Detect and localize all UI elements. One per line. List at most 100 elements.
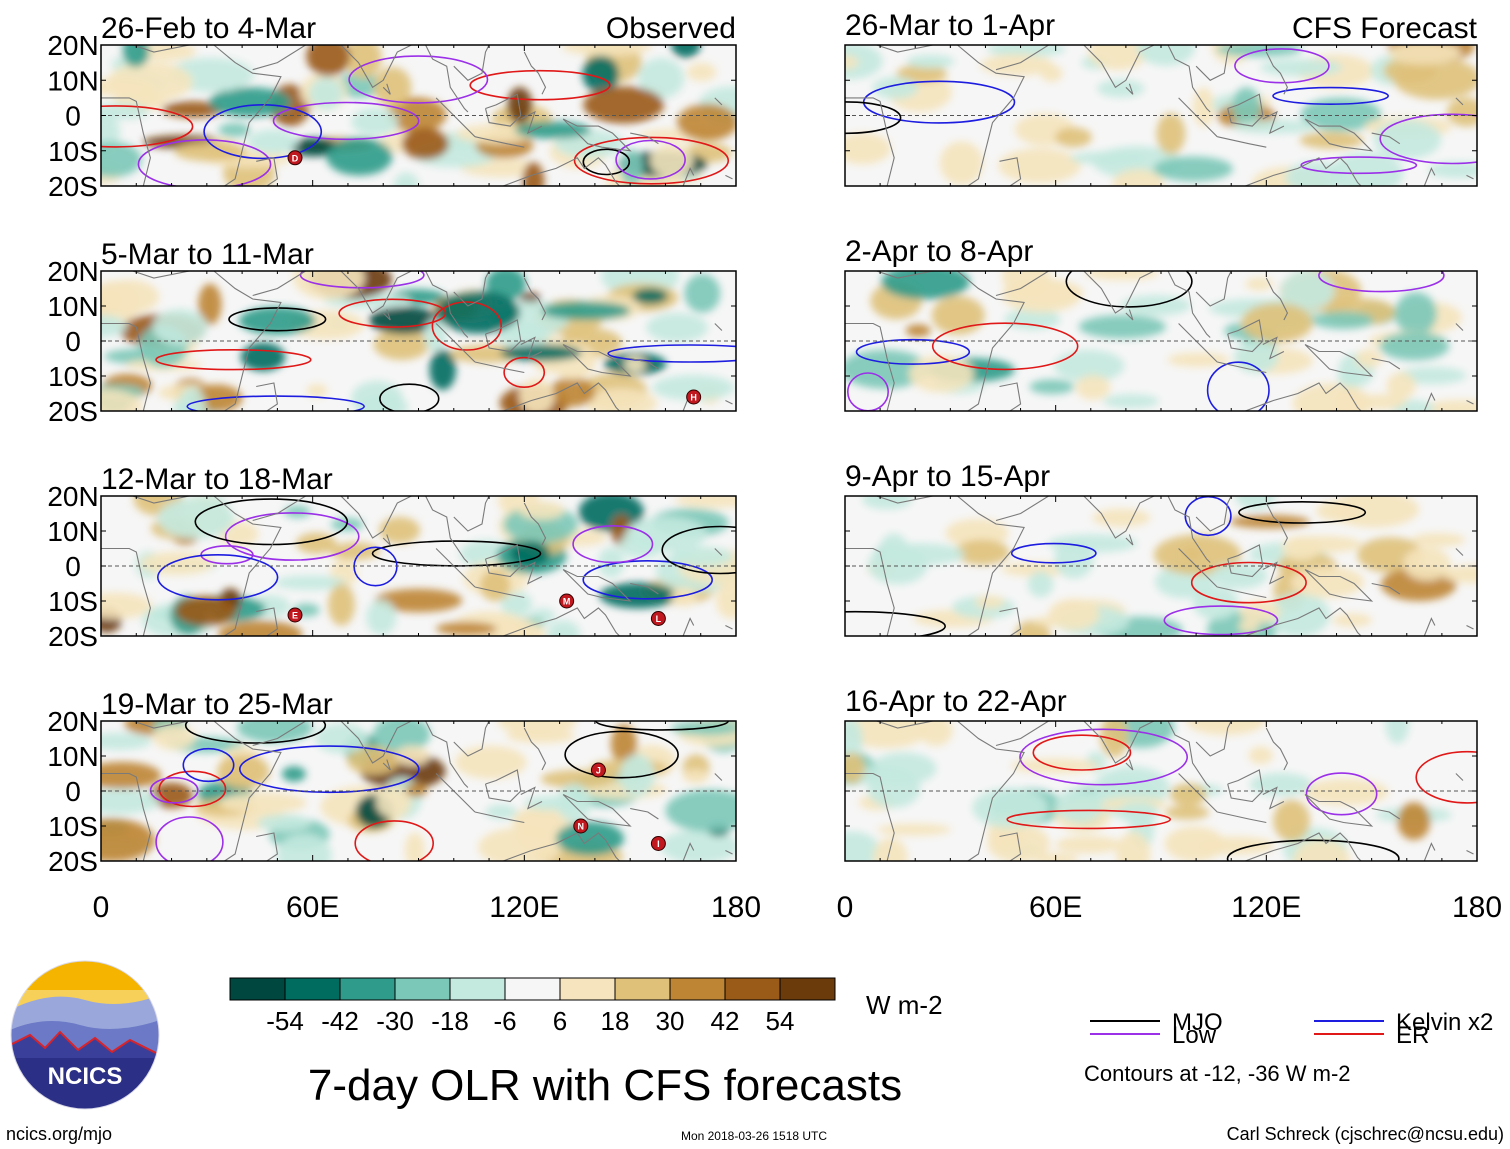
- coastline: [474, 586, 525, 599]
- storm-marker-label: H: [690, 393, 697, 403]
- map-panel: 16-Apr to 22-Apr: [844, 685, 1478, 862]
- coastline: [562, 344, 632, 377]
- coastline: [340, 721, 412, 764]
- wave-contours: [1006, 728, 1477, 861]
- coastline: [474, 811, 525, 824]
- longitude-label: 0: [93, 891, 110, 924]
- latitude-label: 10S: [48, 811, 98, 842]
- coastline: [562, 569, 632, 602]
- colorbar-tick: -6: [493, 1006, 516, 1036]
- figure-title: 7-day OLR with CFS forecasts: [308, 1061, 902, 1110]
- coastline: [523, 502, 547, 546]
- coastline: [132, 45, 190, 53]
- coastline: [1455, 97, 1464, 106]
- coastline: [1245, 607, 1362, 636]
- coastline: [725, 850, 733, 855]
- colorbar-tick: 18: [601, 1006, 630, 1036]
- wave-contours: [101, 55, 730, 186]
- storm-marker-label: N: [578, 822, 585, 832]
- coastline: [1245, 157, 1362, 186]
- latitude-label: 10N: [47, 65, 98, 96]
- wave-contours: [845, 48, 1477, 175]
- coastline: [132, 721, 190, 729]
- coastline: [1423, 842, 1436, 861]
- legend: MJO Kelvin x2 Low ER: [1090, 1009, 1493, 1049]
- colorbar-tick: -18: [431, 1006, 469, 1036]
- latitude-label: 20S: [48, 171, 98, 202]
- credit: Carl Schreck (cjschrec@ncsu.edu): [1227, 1124, 1504, 1144]
- coastline: [682, 617, 695, 636]
- coastline: [1371, 357, 1401, 370]
- coastline: [1265, 502, 1289, 546]
- storm-marker: L: [650, 611, 666, 626]
- coastline: [1466, 625, 1474, 630]
- coastline: [1083, 271, 1155, 314]
- storm-marker: M: [559, 593, 575, 609]
- coastline: [1195, 45, 1232, 81]
- coastline: [999, 607, 1022, 636]
- coastline: [1466, 400, 1474, 405]
- latitude-label: 0: [65, 326, 81, 357]
- longitude-label: 180: [1452, 891, 1502, 924]
- latitude-label: 20S: [48, 396, 98, 427]
- coastline: [1083, 721, 1155, 764]
- coastline: [1304, 794, 1374, 827]
- latitude-label: 10S: [48, 586, 98, 617]
- storm-marker: D: [287, 150, 303, 166]
- colorbar-swatch: [504, 977, 561, 1001]
- coastline: [484, 93, 522, 127]
- coastline: [101, 97, 151, 186]
- coastline: [1217, 811, 1267, 824]
- coastline: [256, 382, 279, 411]
- coastline: [1423, 167, 1436, 186]
- longitude-label: 0: [837, 891, 854, 924]
- footer-url[interactable]: ncics.org/mjo: [6, 1124, 112, 1144]
- coastline: [252, 721, 306, 747]
- coastline: [256, 607, 279, 636]
- coastline: [1371, 132, 1401, 145]
- colorbar-swatch: [284, 977, 341, 1001]
- latitude-label: 10N: [47, 516, 98, 547]
- observed-label: Observed: [606, 12, 736, 45]
- olr-anomaly-field: [101, 721, 736, 861]
- latitude-label: 20N: [47, 706, 98, 737]
- coastline: [845, 97, 895, 186]
- colorbar-tick: 42: [711, 1006, 740, 1036]
- map-panels: 26-Feb to 4-Mar 26-Mar to 1-Apr 5-Mar to 1…: [100, 9, 1478, 862]
- coastline: [382, 309, 391, 321]
- coastline: [340, 45, 412, 89]
- legend-label: ER: [1396, 1022, 1429, 1049]
- coastline: [1167, 271, 1211, 338]
- coastline: [845, 322, 895, 411]
- coastline: [132, 271, 190, 279]
- coastline: [1125, 309, 1134, 321]
- coastline: [256, 832, 279, 861]
- coastline: [995, 271, 1049, 297]
- map-panel: 9-Apr to 15-Apr: [844, 460, 1478, 637]
- legend-item: Kelvin x2: [1314, 1009, 1493, 1036]
- coastline: [453, 721, 490, 757]
- observed-panel-title: 26-Feb to 4-Mar: [101, 12, 316, 45]
- coastline: [1195, 496, 1232, 532]
- longitude-labels: 0 60E 120E 180 0 60E 120E 180: [93, 891, 1502, 924]
- latitude-label: 0: [65, 776, 81, 807]
- coastline: [213, 271, 282, 411]
- latitude-label: 20N: [47, 481, 98, 512]
- latitude-label: 10N: [47, 741, 98, 772]
- wave-contours: [156, 498, 736, 601]
- coastline: [1167, 721, 1211, 788]
- coastline: [1265, 277, 1289, 321]
- wave-contours: [847, 271, 1445, 411]
- coastline: [484, 319, 522, 353]
- coastline: [630, 807, 659, 820]
- colorbar-tick: -42: [321, 1006, 359, 1036]
- colorbar-swatch: [669, 977, 726, 1001]
- coastline: [1167, 496, 1211, 563]
- coastline: [101, 547, 151, 636]
- coastline: [995, 721, 1049, 747]
- storm-marker-label: I: [657, 839, 660, 849]
- coastline: [523, 277, 547, 321]
- colorbar-swatch: [229, 977, 286, 1001]
- coastline: [520, 336, 543, 360]
- coastline: [1245, 832, 1362, 861]
